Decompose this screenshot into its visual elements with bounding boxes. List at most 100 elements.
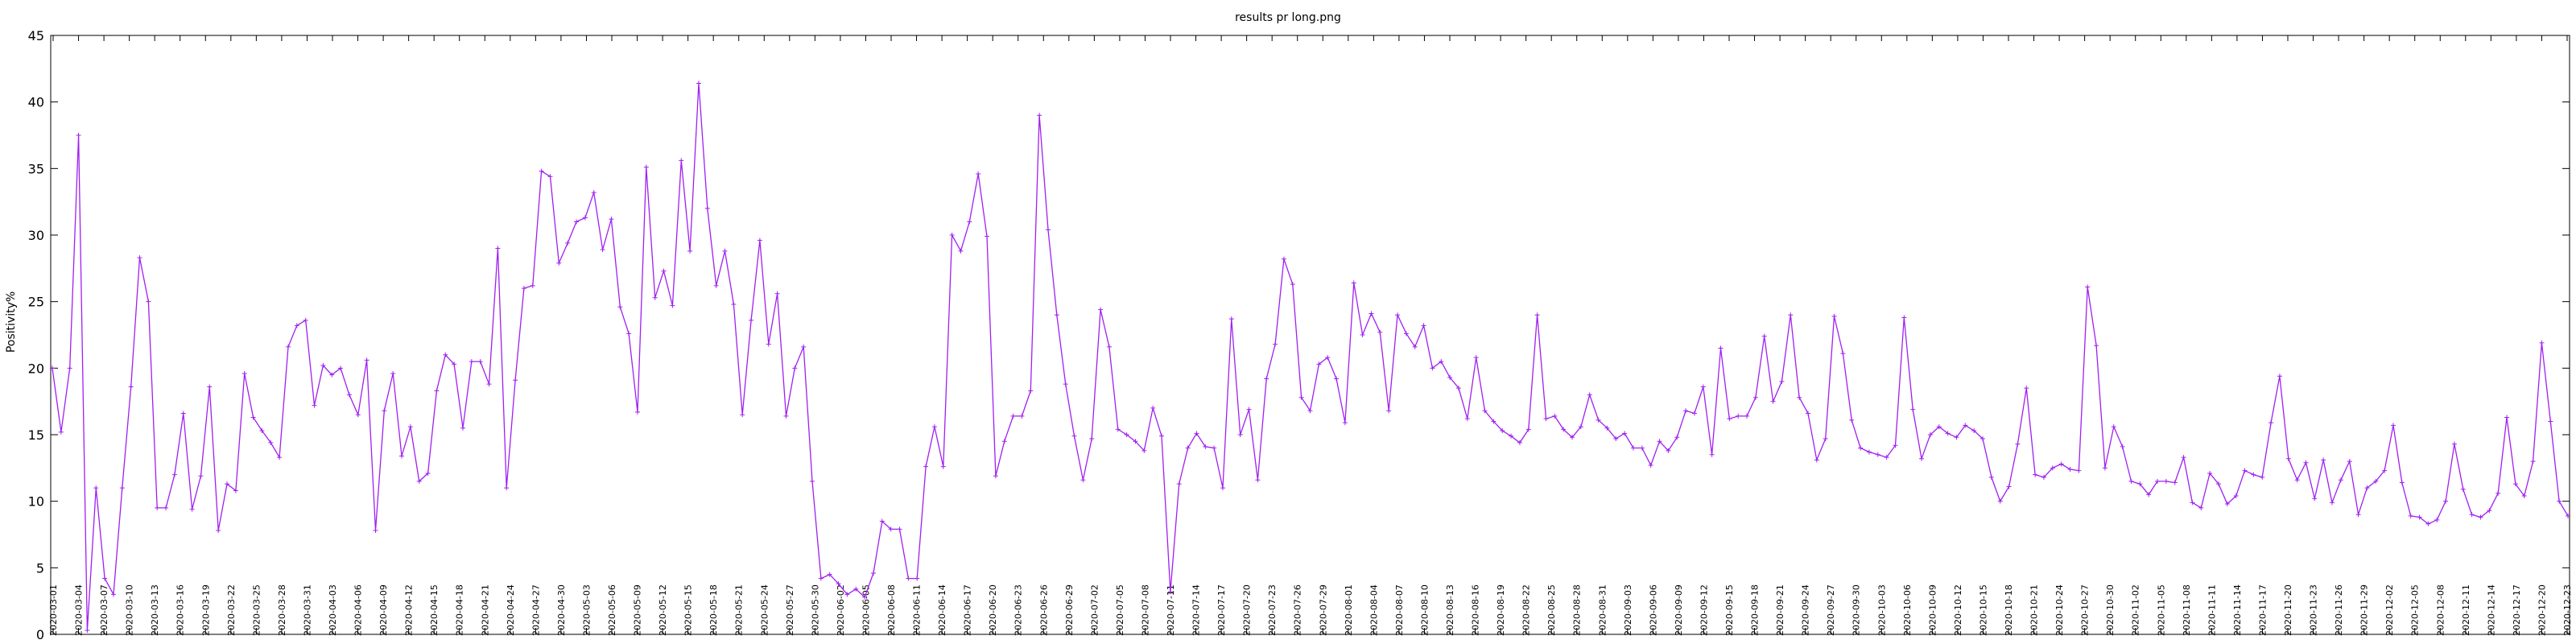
x-tick-label-18: 2020-04-24 — [506, 584, 516, 636]
x-tick-label-39: 2020-06-26 — [1038, 584, 1049, 636]
data-point-253 — [2260, 474, 2265, 480]
data-point-56 — [539, 168, 544, 174]
x-tick-label-59: 2020-08-25 — [1546, 584, 1557, 636]
data-point-123 — [1124, 432, 1129, 437]
x-tick-label-46: 2020-07-17 — [1216, 584, 1227, 636]
x-tick-label-87: 2020-11-17 — [2257, 584, 2268, 636]
data-point-99 — [914, 576, 920, 581]
data-point-176 — [1587, 392, 1592, 398]
data-point-131 — [1194, 431, 1199, 436]
data-point-213 — [1910, 407, 1916, 412]
data-point-259 — [2312, 496, 2318, 502]
data-point-107 — [985, 233, 990, 239]
data-point-36 — [364, 357, 369, 363]
data-point-161 — [1455, 386, 1461, 391]
data-point-151 — [1368, 311, 1374, 316]
data-point-77 — [722, 248, 728, 254]
data-point-81 — [757, 237, 762, 243]
data-point-221 — [1980, 436, 1985, 441]
data-point-190 — [1709, 452, 1715, 457]
data-point-67 — [634, 409, 640, 415]
data-point-214 — [1919, 456, 1925, 461]
data-point-37 — [373, 528, 378, 534]
x-tick-label-75: 2020-10-12 — [1953, 584, 1963, 636]
data-point-237 — [2120, 444, 2125, 449]
y-tick-label-4: 20 — [28, 361, 44, 376]
data-point-198 — [1779, 378, 1785, 384]
data-point-257 — [2294, 477, 2300, 483]
data-point-142 — [1290, 282, 1295, 287]
data-point-175 — [1578, 424, 1583, 430]
data-point-204 — [1831, 313, 1837, 319]
data-point-164 — [1482, 408, 1488, 414]
x-tick-label-68: 2020-09-21 — [1775, 584, 1785, 636]
data-point-101 — [931, 424, 937, 430]
x-tick-label-99: 2020-12-23 — [2562, 584, 2573, 636]
x-tick-label-69: 2020-09-24 — [1801, 584, 1811, 636]
data-point-160 — [1447, 374, 1453, 380]
data-point-185 — [1666, 448, 1671, 453]
data-point-223 — [1997, 498, 2003, 504]
data-point-122 — [1115, 427, 1121, 432]
x-tick-label-19: 2020-04-27 — [530, 584, 541, 636]
data-point-134 — [1220, 485, 1225, 491]
data-point-76 — [713, 283, 719, 288]
data-point-169 — [1525, 427, 1531, 432]
data-point-128 — [1167, 589, 1173, 595]
x-tick-label-6: 2020-03-19 — [200, 584, 211, 636]
y-axis-label: Positivity% — [5, 291, 18, 353]
data-point-231 — [2067, 466, 2073, 472]
data-point-129 — [1176, 481, 1182, 487]
data-point-88 — [818, 576, 824, 581]
x-tick-label-63: 2020-09-06 — [1648, 584, 1658, 636]
data-point-284 — [2530, 459, 2536, 464]
data-point-181 — [1630, 445, 1636, 451]
x-tick-label-36: 2020-06-17 — [963, 584, 973, 636]
x-tick-label-41: 2020-07-02 — [1089, 584, 1100, 636]
data-point-222 — [1988, 474, 1994, 480]
data-point-62 — [591, 190, 597, 196]
data-point-288 — [2566, 513, 2570, 518]
data-point-145 — [1316, 361, 1322, 367]
data-point-188 — [1691, 411, 1697, 416]
x-tick-label-35: 2020-06-14 — [937, 584, 947, 636]
data-point-192 — [1727, 416, 1732, 422]
data-point-139 — [1264, 376, 1269, 382]
data-point-268 — [2390, 423, 2396, 428]
data-point-103 — [949, 233, 955, 237]
data-point-41 — [407, 424, 413, 430]
y-tick-label-0: 0 — [36, 627, 44, 642]
x-tick-label-58: 2020-08-22 — [1521, 584, 1532, 636]
data-point-3 — [76, 133, 81, 138]
x-tick-label-52: 2020-08-04 — [1368, 584, 1379, 636]
x-tick-label-77: 2020-10-18 — [2004, 584, 2014, 636]
x-tick-label-27: 2020-05-21 — [734, 584, 745, 636]
data-point-112 — [1028, 388, 1034, 394]
data-point-141 — [1281, 256, 1286, 262]
x-tick-label-34: 2020-06-11 — [912, 584, 923, 636]
data-point-83 — [774, 291, 780, 296]
data-point-20 — [225, 481, 230, 487]
data-point-163 — [1473, 355, 1479, 361]
data-point-104 — [958, 248, 964, 254]
x-tick-label-82: 2020-11-02 — [2131, 584, 2141, 636]
data-point-270 — [2408, 513, 2413, 518]
x-tick-label-28: 2020-05-24 — [759, 584, 770, 636]
data-point-232 — [2076, 468, 2082, 473]
data-point-285 — [2539, 340, 2545, 345]
data-point-47 — [460, 425, 465, 431]
data-point-113 — [1037, 113, 1042, 118]
x-tick-label-3: 2020-03-10 — [125, 584, 135, 636]
data-point-4 — [85, 628, 90, 634]
x-tick-label-20: 2020-04-30 — [556, 584, 567, 636]
data-point-183 — [1648, 463, 1653, 469]
data-point-53 — [513, 378, 518, 383]
data-point-180 — [1622, 431, 1628, 436]
data-point-108 — [993, 473, 998, 479]
data-point-111 — [1019, 413, 1025, 419]
x-tick-label-92: 2020-12-02 — [2384, 584, 2395, 636]
data-point-265 — [2364, 485, 2370, 491]
x-tick-label-22: 2020-05-06 — [607, 584, 617, 636]
data-point-18 — [207, 384, 213, 390]
x-tick-label-14: 2020-04-12 — [404, 584, 415, 636]
